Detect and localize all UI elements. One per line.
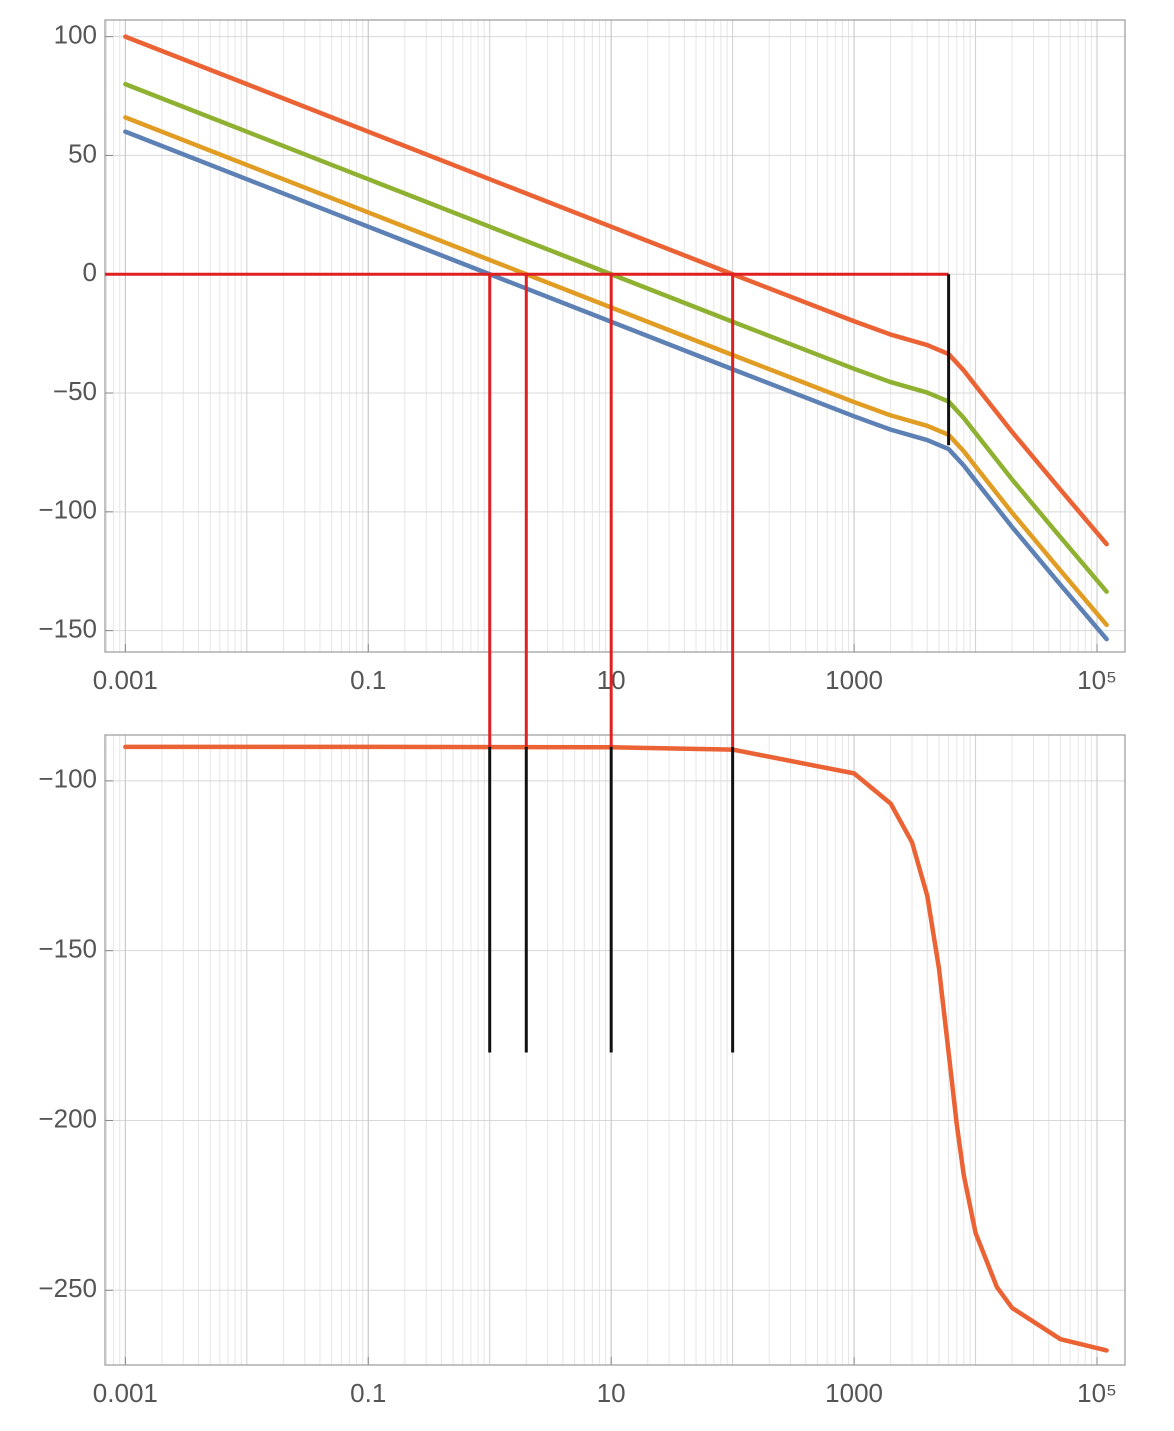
- y-tick-label: 0: [83, 257, 97, 287]
- y-tick-label: −100: [38, 495, 97, 525]
- x-tick-label: 10⁵: [1077, 1378, 1117, 1408]
- plot-frame: [104, 19, 1126, 653]
- plot-frame: [104, 734, 1126, 1366]
- y-tick-label: −150: [38, 934, 97, 964]
- y-tick-label: −100: [38, 764, 97, 794]
- series-line: [123, 129, 1109, 642]
- series-line: [123, 744, 1109, 1353]
- x-tick-label: 1000: [825, 1378, 883, 1408]
- x-tick-label: 10⁵: [1077, 665, 1117, 695]
- series-line: [123, 81, 1109, 594]
- x-tick-label: 0.1: [350, 665, 386, 695]
- x-tick-label: 1000: [825, 665, 883, 695]
- y-tick-label: 100: [54, 20, 97, 50]
- y-tick-label: −200: [38, 1103, 97, 1133]
- y-tick-label: −50: [53, 376, 97, 406]
- series-line: [123, 34, 1109, 547]
- x-tick-label: 10: [597, 1378, 626, 1408]
- y-tick-label: −250: [38, 1273, 97, 1303]
- x-tick-label: 0.001: [93, 665, 158, 695]
- y-tick-label: −150: [38, 613, 97, 643]
- series-line: [123, 115, 1109, 628]
- x-tick-label: 0.001: [93, 1378, 158, 1408]
- y-tick-label: 50: [68, 138, 97, 168]
- x-tick-label: 0.1: [350, 1378, 386, 1408]
